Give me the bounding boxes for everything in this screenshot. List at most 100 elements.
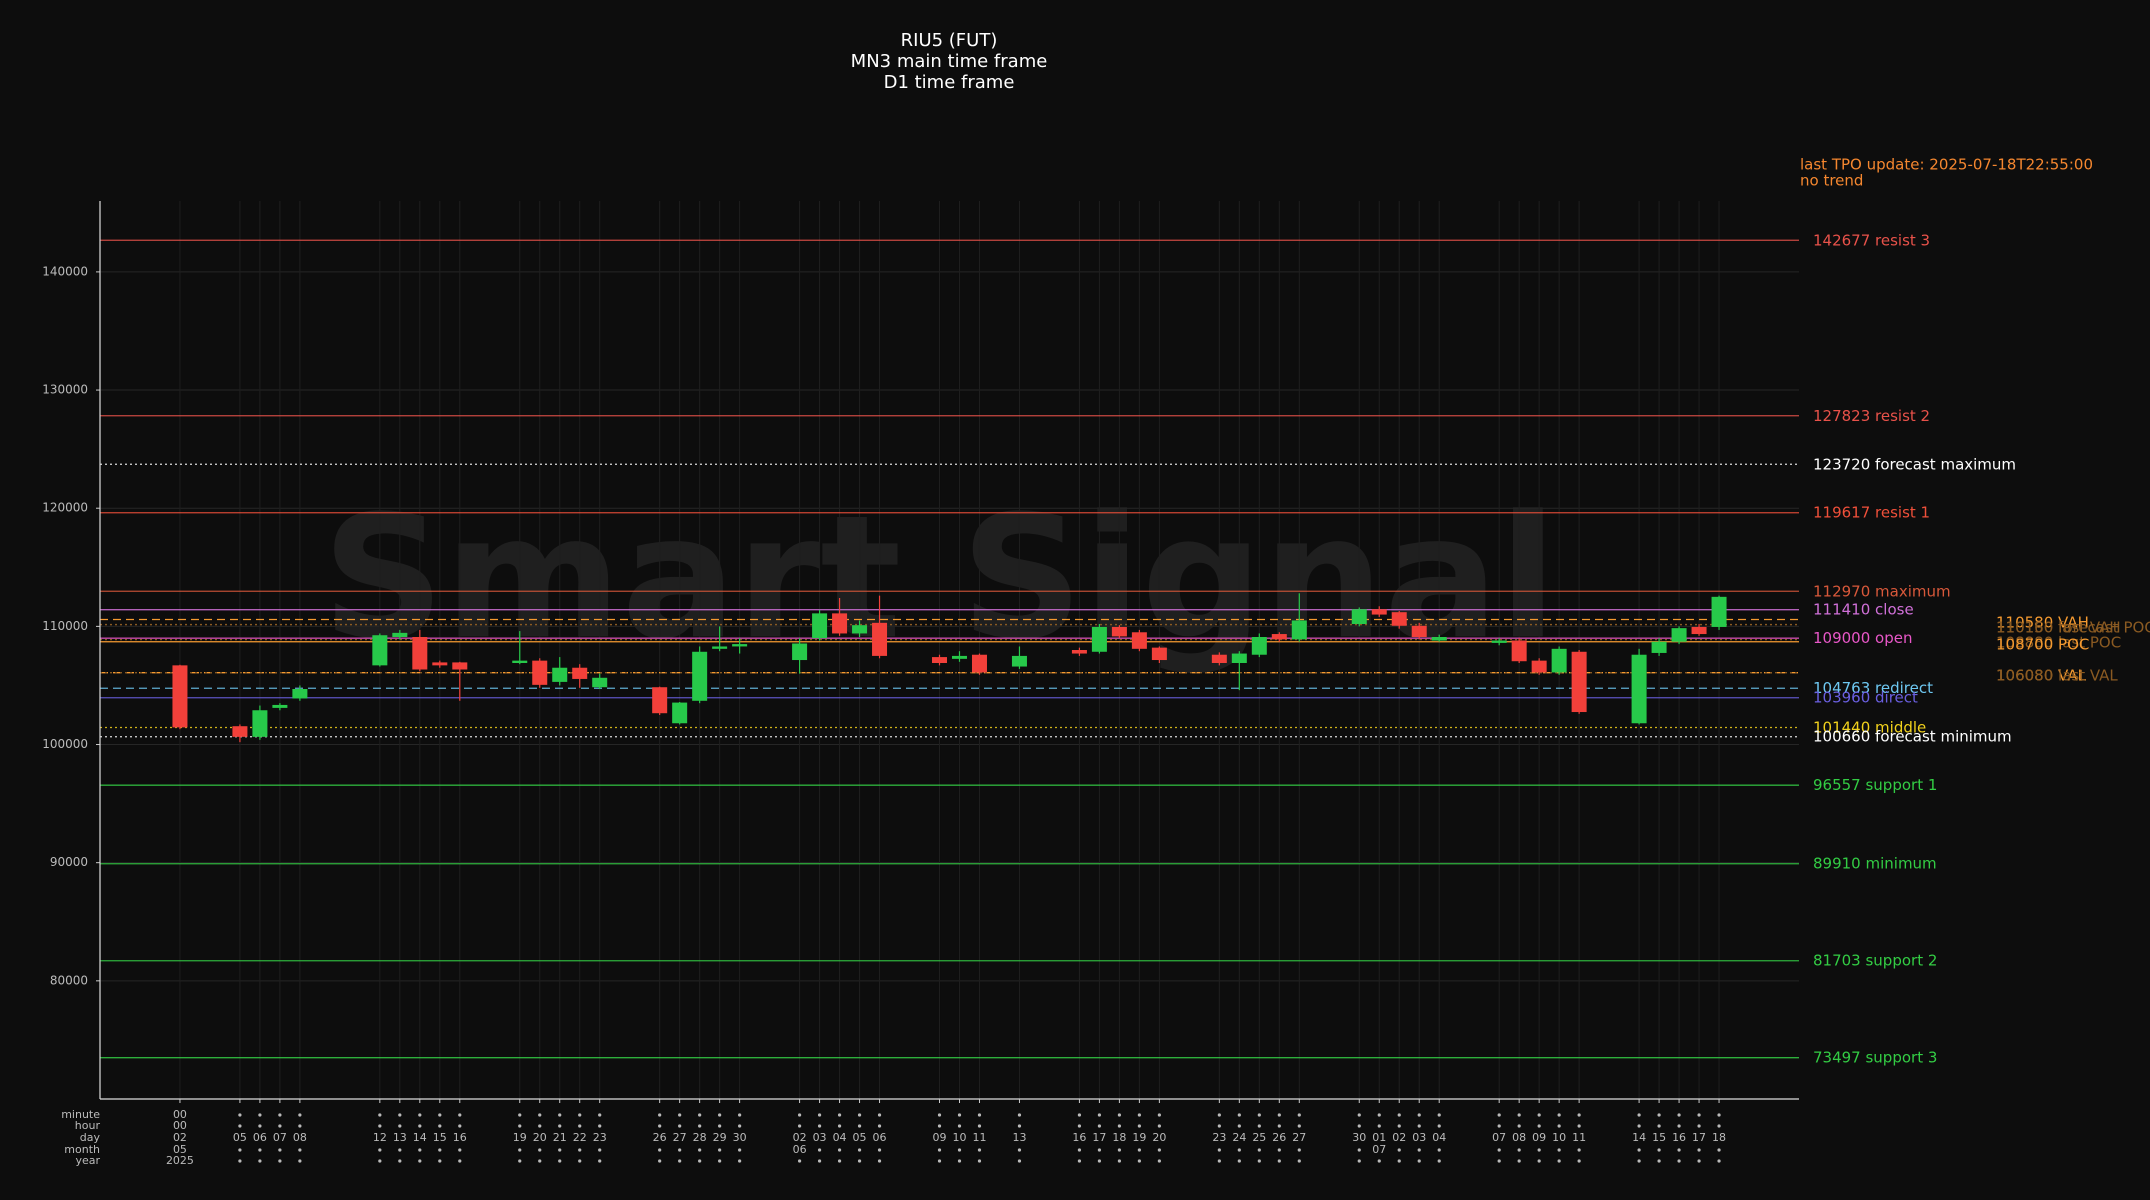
x-tick-dot (797, 1124, 802, 1128)
candle-body (1491, 640, 1507, 643)
x-tick-dot (1297, 1159, 1301, 1163)
x-tick-dot (238, 1113, 242, 1117)
x-tick-dot (1657, 1124, 1661, 1128)
x-tick-dot (538, 1124, 542, 1128)
x-tick-label: 02 (173, 1131, 187, 1144)
level-label: 81703 support 2 (1813, 951, 1937, 969)
x-tick-label: 25 (1252, 1131, 1266, 1144)
x-tick-dot (957, 1113, 962, 1117)
x-tick-dot (438, 1148, 442, 1152)
x-tick-dot (698, 1159, 702, 1163)
x-tick-dot (1397, 1159, 1401, 1163)
level-value: 89910 (1813, 854, 1861, 872)
x-tick-dot (298, 1113, 302, 1117)
x-tick-label: 16 (1072, 1131, 1086, 1144)
candle-body (1071, 650, 1087, 654)
x-row-title: month (64, 1143, 100, 1156)
candle-body (572, 667, 588, 679)
x-tick-label: 05 (173, 1143, 187, 1156)
x-tick-label: 01 (1372, 1131, 1386, 1144)
x-tick-dot (278, 1159, 282, 1163)
x-tick-dot (1537, 1148, 1541, 1152)
x-tick-dot (658, 1124, 662, 1128)
x-tick-dot (378, 1148, 382, 1152)
candle-body (1231, 653, 1247, 663)
x-tick-label: 14 (413, 1131, 427, 1144)
x-tick-dot (598, 1148, 602, 1152)
level-name: direct (1870, 688, 1918, 706)
level-value: 110160 (1996, 618, 2053, 636)
x-row-title: minute (61, 1108, 100, 1121)
x-tick-dot (1717, 1148, 1721, 1152)
level-label: 73497 support 3 (1813, 1048, 1937, 1066)
candle-body (1111, 626, 1127, 637)
candle-body (1391, 612, 1407, 626)
x-tick-label: 03 (813, 1131, 827, 1144)
x-tick-dot (1077, 1159, 1082, 1163)
level-label: 111410 close (1813, 600, 1914, 618)
x-tick-label: 30 (733, 1131, 747, 1144)
chart-title: MN3 main time frame (851, 51, 1048, 72)
x-tick-label: 06 (793, 1143, 807, 1156)
x-tick-label: 12 (373, 1131, 387, 1144)
candle-body (1691, 626, 1707, 635)
x-tick-label: 09 (933, 1131, 947, 1144)
x-tick-dot (258, 1159, 262, 1163)
x-tick-dot (398, 1124, 402, 1128)
x-tick-dot (1497, 1159, 1501, 1163)
level-value: 108880 (1996, 633, 2053, 651)
x-tick-dot (1417, 1113, 1421, 1117)
x-tick-dot (1097, 1148, 1102, 1152)
x-tick-dot (957, 1124, 962, 1128)
x-tick-label: 04 (1432, 1131, 1446, 1144)
x-tick-dot (857, 1113, 862, 1117)
level-value: 100660 (1813, 727, 1870, 745)
level-value: 96557 (1813, 776, 1861, 794)
x-tick-dot (238, 1159, 242, 1163)
x-tick-label: 16 (1672, 1131, 1686, 1144)
x-tick-dot (398, 1159, 402, 1163)
level-name: support 3 (1861, 1048, 1938, 1066)
x-tick-label: 05 (233, 1131, 247, 1144)
level-name: last VAH (2053, 618, 2120, 636)
level-name: open (1870, 629, 1912, 647)
candle-body (712, 646, 728, 649)
level-name: forecast maximum (1870, 455, 2016, 473)
x-tick-dot (378, 1124, 382, 1128)
level-name: VAL (2053, 666, 2086, 684)
x-tick-label: 08 (1512, 1131, 1526, 1144)
x-tick-dot (1157, 1113, 1161, 1117)
x-tick-label: 05 (853, 1131, 867, 1144)
x-tick-dot (1517, 1159, 1521, 1163)
x-tick-dot (1537, 1159, 1541, 1163)
x-tick-label: 27 (673, 1131, 687, 1144)
x-tick-dot (578, 1159, 582, 1163)
x-tick-dot (1277, 1148, 1281, 1152)
x-tick-label: 14 (1632, 1131, 1646, 1144)
x-tick-dot (1237, 1148, 1241, 1152)
x-tick-dot (738, 1159, 742, 1163)
x-row-title: hour (75, 1119, 101, 1132)
level-name: POC (2053, 635, 2089, 653)
x-tick-dot (298, 1148, 302, 1152)
x-tick-dot (1637, 1113, 1641, 1117)
level-label: 89910 minimum (1813, 854, 1937, 872)
x-tick-dot (678, 1113, 682, 1117)
x-tick-dot (378, 1159, 382, 1163)
level-name: minimum (1861, 854, 1937, 872)
x-tick-dot (1517, 1124, 1521, 1128)
x-tick-dot (678, 1148, 682, 1152)
chart-title: RIU5 (FUT) (901, 30, 998, 51)
x-tick-dot (458, 1124, 462, 1128)
candle-body (252, 710, 268, 737)
level-value: 127823 (1813, 406, 1870, 424)
x-tick-dot (278, 1148, 282, 1152)
candle-body (172, 665, 188, 728)
x-tick-dot (718, 1159, 722, 1163)
tpo-note: last TPO update: 2025-07-18T22:55:00 (1800, 156, 2093, 174)
x-tick-dot (518, 1113, 522, 1117)
x-tick-dot (418, 1148, 422, 1152)
candle-body (372, 635, 388, 666)
x-tick-dot (817, 1159, 822, 1163)
x-tick-label: 00 (173, 1108, 187, 1121)
